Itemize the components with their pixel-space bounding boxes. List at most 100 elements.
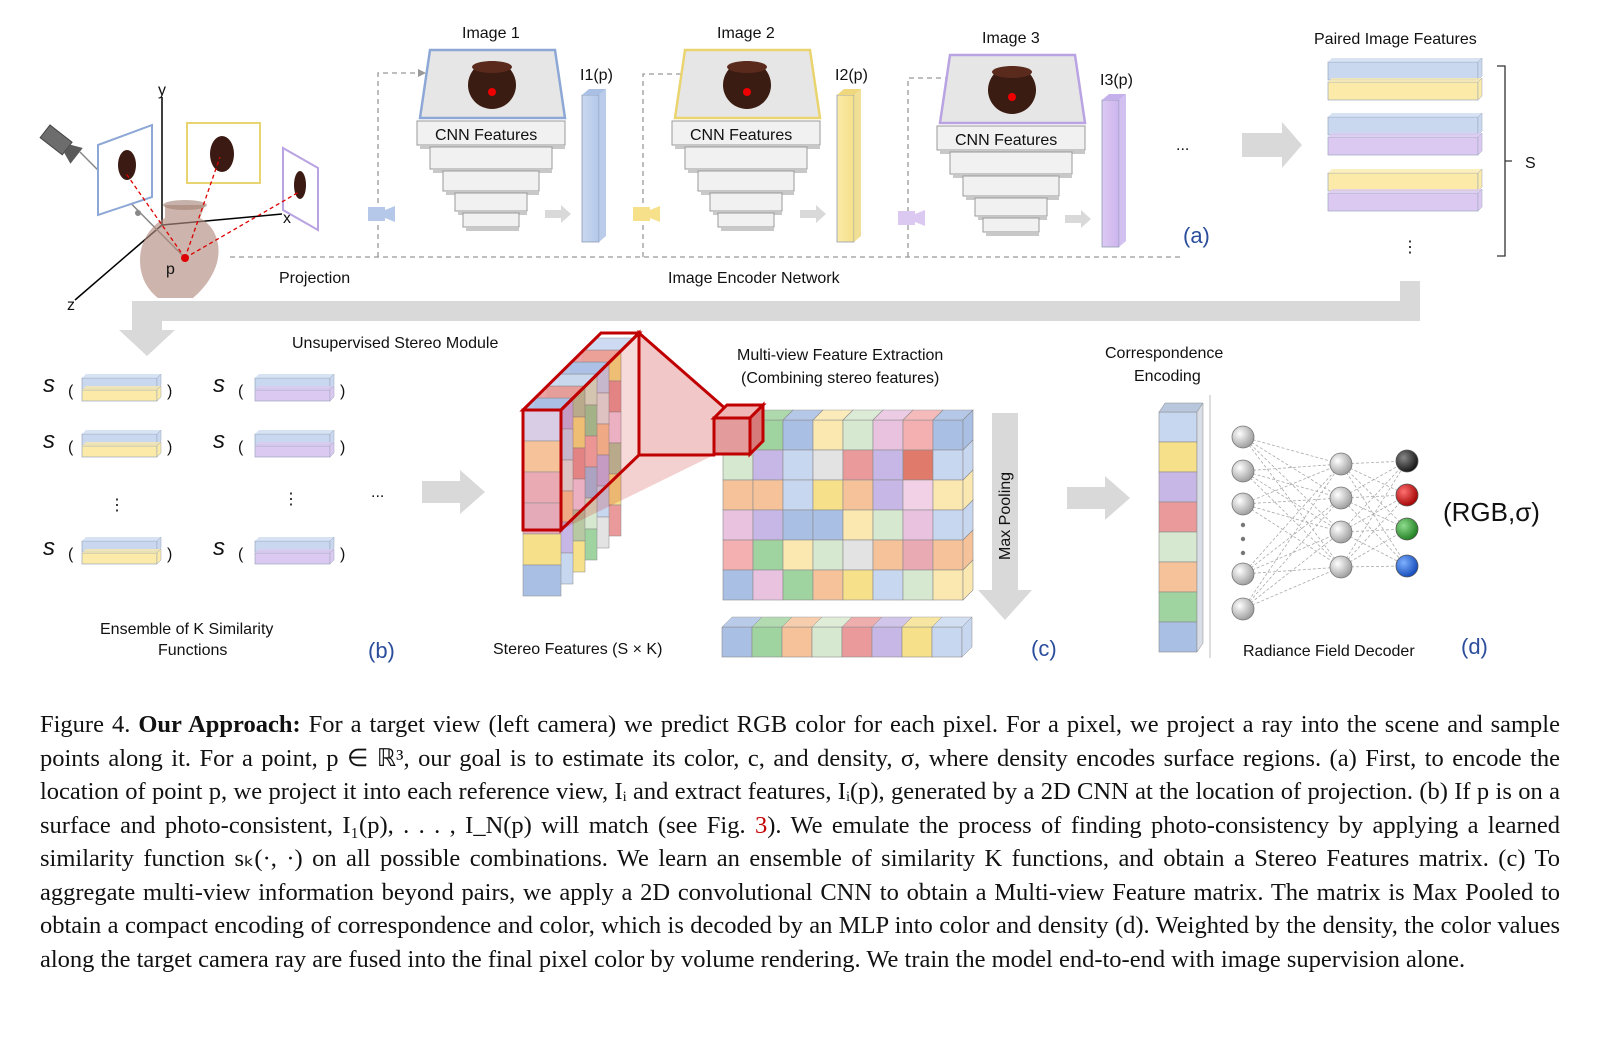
mlp-input-node: [1231, 597, 1255, 621]
multiview-cell: [752, 479, 784, 511]
stereo-cell: [522, 409, 562, 442]
sim-strip-side: [329, 441, 335, 458]
vdots-1: ⋮: [109, 497, 125, 514]
multiview-cell: [782, 449, 814, 481]
ensemble-line-1: Ensemble of K Similarity: [100, 621, 273, 638]
cnn-layer-shadow: [986, 232, 1039, 236]
multiview-cell: [932, 479, 964, 511]
paired-strip-top: [1328, 169, 1482, 173]
mlp-hidden-node: [1329, 486, 1353, 510]
projection-line: [184, 156, 221, 259]
stereo-module-label: Unsupervised Stereo Module: [292, 335, 498, 352]
multiview-cell: [872, 539, 904, 571]
encoder-column: Image 1 CNN Features I1(p): [416, 25, 613, 243]
mlp-edge: [1340, 531, 1408, 567]
cnn-layer: [671, 120, 821, 146]
mlp-edge: [1242, 436, 1342, 533]
mlp-output-node: [1395, 554, 1419, 578]
caption-figure-ref[interactable]: 3: [755, 811, 768, 839]
sim-strip: [254, 389, 331, 402]
cnn-layer: [974, 197, 1048, 217]
paired-strip-top: [1328, 189, 1482, 193]
cnn-layer: [709, 192, 783, 212]
multiview-cell: [752, 539, 784, 571]
mlp-hidden-node: [1329, 452, 1353, 476]
multiview-line-1: Multi-view Feature Extraction: [737, 347, 943, 364]
camera-1-icon: [368, 206, 395, 222]
mlp-edge: [1242, 531, 1342, 575]
corr-cell: [1158, 441, 1198, 473]
camera-icon: [39, 124, 83, 164]
cnn-layer: [717, 212, 775, 228]
sim-strip-top: [82, 430, 161, 434]
paren-open: (: [238, 439, 244, 456]
paired-strip-side: [1477, 77, 1483, 101]
s-bracket: [1497, 65, 1512, 257]
encoder-label: Image Encoder Network: [668, 270, 841, 287]
camera-3-icon: [898, 210, 925, 226]
pixel-dot: [743, 88, 751, 96]
mlp-input-node: [1231, 562, 1255, 586]
sim-strip-top: [255, 549, 334, 553]
corr-line-1: Correspondence: [1105, 345, 1223, 362]
sim-strip-top: [255, 386, 334, 390]
similarity-function-label: s: [213, 427, 225, 454]
caption-body-2: ). We emulate the process of finding pho…: [40, 811, 1561, 973]
point-p-label: p: [166, 261, 175, 278]
camera-2-icon: [633, 206, 660, 222]
sim-strip-top: [255, 537, 334, 541]
feature-strip: [1101, 99, 1120, 248]
ensemble-line-2: Functions: [158, 642, 227, 659]
scene-3d: y x z p: [39, 82, 319, 314]
mlp-input-node: [1231, 425, 1255, 449]
mlp-hidden-node: [1329, 520, 1353, 544]
arrow-to-stereo: [422, 470, 485, 514]
point-p: [181, 254, 189, 262]
multiview-cell: [782, 539, 814, 571]
paren-open: (: [238, 383, 244, 400]
vase-rim: [472, 61, 512, 73]
multiview-cell: [752, 449, 784, 481]
projection-line: [124, 171, 186, 259]
cnn-layer: [454, 192, 528, 212]
sim-strip-side: [156, 373, 162, 390]
max-pooling-arrow: [978, 413, 1032, 620]
similarity-function-label: s: [43, 534, 55, 561]
stereo-cell: [522, 440, 562, 473]
sim-strip-side: [156, 441, 162, 458]
paren-close: ): [167, 546, 172, 563]
multiview-cell: [902, 539, 934, 571]
similarity-functions: s1()s1()s2()s2()sK()sK(): [43, 371, 345, 565]
multiview-cell: [842, 539, 874, 571]
cnn-layer: [462, 212, 520, 228]
feature-label: I3(p): [1100, 72, 1133, 89]
corr-cell: [1158, 411, 1198, 443]
multiview-cell: [812, 479, 844, 511]
sim-strip: [81, 552, 158, 565]
pooled-cell: [871, 626, 903, 658]
paren-close: ): [340, 383, 345, 400]
mlp-output-node: [1395, 483, 1419, 507]
multiview-cell: [872, 419, 904, 451]
feature-strip: [581, 94, 600, 243]
mlp-edge: [1242, 497, 1342, 610]
sim-strip-top: [82, 374, 161, 378]
similarity-function-label: s: [43, 371, 55, 398]
cnn-layer-shadow: [721, 227, 774, 231]
vase-thumbnail: [468, 61, 516, 109]
sim-strip-side: [156, 429, 162, 446]
mlp-edge: [1242, 463, 1342, 472]
multiview-cell: [872, 479, 904, 511]
paired-strip-side: [1477, 112, 1483, 136]
projection-path: [230, 72, 1180, 258]
mlp-input-node: [1231, 459, 1255, 483]
sim-strip-top: [82, 537, 161, 541]
sample-dot: [135, 210, 141, 216]
multiview-cell: [812, 509, 844, 541]
multiview-cell: [812, 569, 844, 601]
small-arrow: [800, 205, 826, 223]
pooled-side: [961, 616, 973, 658]
vase-thumbnail: [723, 61, 771, 109]
sim-strip-top: [255, 442, 334, 446]
